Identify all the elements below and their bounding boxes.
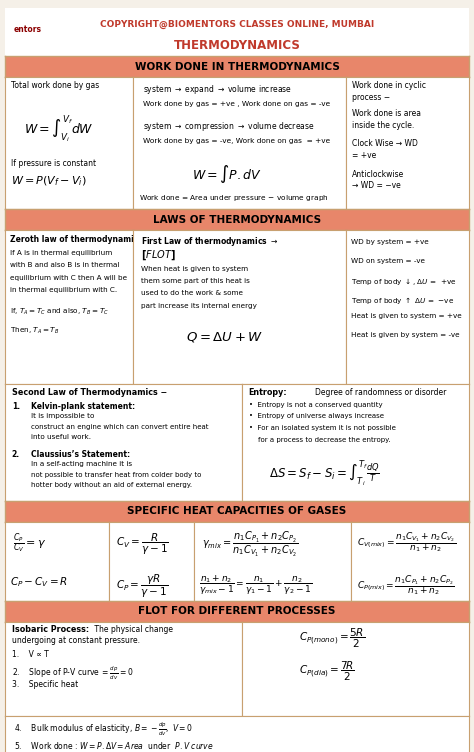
Text: 1.    V ∝ T: 1. V ∝ T: [12, 650, 49, 659]
Text: them some part of this heat is: them some part of this heat is: [141, 278, 250, 284]
Text: Work done by gas = +ve , Work done on gas = -ve: Work done by gas = +ve , Work done on ga…: [143, 102, 330, 107]
Text: It is impossible to: It is impossible to: [31, 414, 94, 420]
Text: = +ve: = +ve: [352, 151, 376, 160]
Text: Work done by gas = -ve, Work done on gas  = +ve: Work done by gas = -ve, Work done on gas…: [143, 138, 330, 144]
Text: 5.    Work done : $W = P.\Delta V = Area\ $ under $\ P.V\ curve$: 5. Work done : $W = P.\Delta V = Area\ $…: [14, 740, 214, 751]
Text: WD by system = +ve: WD by system = +ve: [351, 239, 428, 245]
Text: •  Entropy is not a conserved quantity: • Entropy is not a conserved quantity: [248, 402, 382, 408]
Text: undergoing at constant pressure.: undergoing at constant pressure.: [12, 636, 140, 645]
Text: Anticlockwise: Anticlockwise: [352, 170, 404, 178]
Text: Clock Wise → WD: Clock Wise → WD: [352, 139, 418, 148]
Text: $C_P = \dfrac{\gamma R}{\gamma - 1}$: $C_P = \dfrac{\gamma R}{\gamma - 1}$: [116, 573, 168, 600]
Text: inside the cycle.: inside the cycle.: [352, 121, 414, 130]
Text: First Law of thermodynamics $\rightarrow$: First Law of thermodynamics $\rightarrow…: [141, 235, 279, 247]
Text: COPYRIGHT@BIOMENTORS CLASSES ONLINE, MUMBAI: COPYRIGHT@BIOMENTORS CLASSES ONLINE, MUM…: [100, 20, 374, 29]
Text: 2.    Slope of P-V curve = $\frac{dp}{dv} = 0$: 2. Slope of P-V curve = $\frac{dp}{dv} =…: [12, 664, 133, 682]
Text: Claussius’s Statement:: Claussius’s Statement:: [31, 450, 130, 459]
Text: When heat is given to system: When heat is given to system: [141, 265, 248, 271]
Text: $Q = \Delta U + W$: $Q = \Delta U + W$: [186, 330, 263, 344]
Text: Second Law of Thermodynamics −: Second Law of Thermodynamics −: [12, 388, 167, 397]
Text: Total work done by gas: Total work done by gas: [11, 81, 100, 90]
Text: •  Entropy of universe always increase: • Entropy of universe always increase: [248, 414, 383, 420]
Text: with B and also B is in thermal: with B and also B is in thermal: [10, 262, 119, 268]
Text: Work done = Area under pressure $-$ volume graph: Work done = Area under pressure $-$ volu…: [139, 193, 329, 203]
Text: Temp of body $\uparrow$ $\Delta U$ =  $-$ve: Temp of body $\uparrow$ $\Delta U$ = $-$…: [351, 295, 454, 306]
Text: for a process to decrease the entropy.: for a process to decrease the entropy.: [248, 437, 390, 443]
Text: entors: entors: [13, 25, 41, 34]
Text: Heat is given by system = -ve: Heat is given by system = -ve: [351, 332, 460, 338]
Text: Zeroth law of thermodynamics:: Zeroth law of thermodynamics:: [10, 235, 146, 244]
Text: If pressure is constant: If pressure is constant: [11, 159, 96, 168]
Text: $W = \int P.dV$: $W = \int P.dV$: [192, 163, 263, 185]
Text: $\frac{C_P}{C_V} = \gamma$: $\frac{C_P}{C_V} = \gamma$: [13, 532, 46, 556]
Text: In a self-acting machine it is: In a self-acting machine it is: [31, 461, 132, 467]
Text: system $\rightarrow$ expand $\rightarrow$ volume increase: system $\rightarrow$ expand $\rightarrow…: [143, 83, 292, 96]
Text: → WD = −ve: → WD = −ve: [352, 181, 401, 190]
Text: $W = \int_{V_i}^{V_f} dW$: $W = \int_{V_i}^{V_f} dW$: [24, 114, 94, 145]
Text: SPECIFIC HEAT CAPACITIES OF GASES: SPECIFIC HEAT CAPACITIES OF GASES: [128, 506, 346, 517]
Text: 4.    Bulk modulus of elasticity, $B = -\frac{dp}{dv},\ V = 0$: 4. Bulk modulus of elasticity, $B = -\fr…: [14, 721, 193, 738]
Text: $\gamma_{mix} = \dfrac{n_1 C_{P_1} + n_2 C_{P_2}}{n_1 C_{V_1} + n_2 C_{V_2}}$: $\gamma_{mix} = \dfrac{n_1 C_{P_1} + n_2…: [202, 530, 299, 559]
Text: not possible to transfer heat from colder body to: not possible to transfer heat from colde…: [31, 472, 201, 478]
Text: Then, $T_A = T_B$: Then, $T_A = T_B$: [10, 326, 59, 336]
Text: THERMODYNAMICS: THERMODYNAMICS: [173, 39, 301, 53]
Text: $W = P(V_f - V_i)$: $W = P(V_f - V_i)$: [11, 175, 87, 189]
Text: Temp of body $\downarrow$, $\Delta U$ =  +ve: Temp of body $\downarrow$, $\Delta U$ = …: [351, 277, 456, 287]
Text: system $\rightarrow$ compression $\rightarrow$ volume decrease: system $\rightarrow$ compression $\right…: [143, 120, 315, 132]
Text: part increase its internal energy: part increase its internal energy: [141, 302, 257, 308]
Text: FLOT FOR DIFFERENT PROCESSES: FLOT FOR DIFFERENT PROCESSES: [138, 606, 336, 617]
Text: $C_P - C_V = R$: $C_P - C_V = R$: [10, 575, 68, 590]
Text: Degree of randomness or disorder: Degree of randomness or disorder: [315, 388, 446, 397]
Text: WORK DONE IN THERMODYNAMICS: WORK DONE IN THERMODYNAMICS: [135, 62, 339, 72]
Text: into useful work.: into useful work.: [31, 435, 91, 441]
Text: If A is in thermal equilibrium: If A is in thermal equilibrium: [10, 250, 112, 256]
Text: If, $T_A = T_C$ and also, $T_B = T_C$: If, $T_A = T_C$ and also, $T_B = T_C$: [10, 307, 109, 317]
Text: 3.    Specific heat: 3. Specific heat: [12, 681, 78, 689]
Text: equilibrium with C then A will be: equilibrium with C then A will be: [10, 274, 127, 280]
Text: Entropy:: Entropy:: [248, 388, 287, 397]
Text: Work done in cyclic: Work done in cyclic: [352, 81, 426, 90]
Text: [$\mathit{FLOT}$]: [$\mathit{FLOT}$]: [141, 249, 176, 262]
Text: $\Delta S = S_f - S_i = \int_{T_i}^{T_f} \frac{dQ}{T}$: $\Delta S = S_f - S_i = \int_{T_i}^{T_f}…: [269, 459, 380, 489]
Text: $C_V = \dfrac{R}{\gamma - 1}$: $C_V = \dfrac{R}{\gamma - 1}$: [116, 532, 169, 556]
Text: used to do the work & some: used to do the work & some: [141, 290, 243, 296]
Text: LAWS OF THERMODYNAMICS: LAWS OF THERMODYNAMICS: [153, 214, 321, 225]
Text: 1.: 1.: [12, 402, 20, 411]
Text: $C_{P(dia)} = \dfrac{7R}{2}$: $C_{P(dia)} = \dfrac{7R}{2}$: [299, 660, 354, 683]
Text: process −: process −: [352, 93, 390, 102]
Text: $\dfrac{n_1 + n_2}{\gamma_{mix} - 1} = \dfrac{n_1}{\gamma_1 - 1} + \dfrac{n_2}{\: $\dfrac{n_1 + n_2}{\gamma_{mix} - 1} = \…: [199, 573, 312, 596]
Text: $C_{P(mono)} = \dfrac{5R}{2}$: $C_{P(mono)} = \dfrac{5R}{2}$: [299, 626, 365, 650]
Text: $C_{V(mix)} = \dfrac{n_1 C_{V_1} + n_2 C_{V_2}}{n_1 + n_2}$: $C_{V(mix)} = \dfrac{n_1 C_{V_1} + n_2 C…: [356, 530, 456, 553]
Text: Heat is given to system = +ve: Heat is given to system = +ve: [351, 314, 462, 320]
Text: WD on system = -ve: WD on system = -ve: [351, 258, 425, 264]
Text: $C_{P(mix)} = \dfrac{n_1 C_{P_1} + n_2 C_{P_2}}{n_1 + n_2}$: $C_{P(mix)} = \dfrac{n_1 C_{P_1} + n_2 C…: [356, 573, 454, 597]
Text: 2.: 2.: [12, 450, 20, 459]
Text: Kelvin-plank statement:: Kelvin-plank statement:: [31, 402, 135, 411]
Text: in thermal equilibrium with C.: in thermal equilibrium with C.: [10, 287, 117, 293]
Text: hotter body without an aid of external energy.: hotter body without an aid of external e…: [31, 482, 192, 488]
Text: The physical change: The physical change: [92, 625, 173, 634]
Text: Work done is area: Work done is area: [352, 109, 421, 118]
Text: Isobaric Process:: Isobaric Process:: [12, 625, 89, 634]
Text: construct an engine which can convert entire heat: construct an engine which can convert en…: [31, 424, 208, 430]
Text: •  For an isolated system it is not possible: • For an isolated system it is not possi…: [248, 425, 395, 431]
